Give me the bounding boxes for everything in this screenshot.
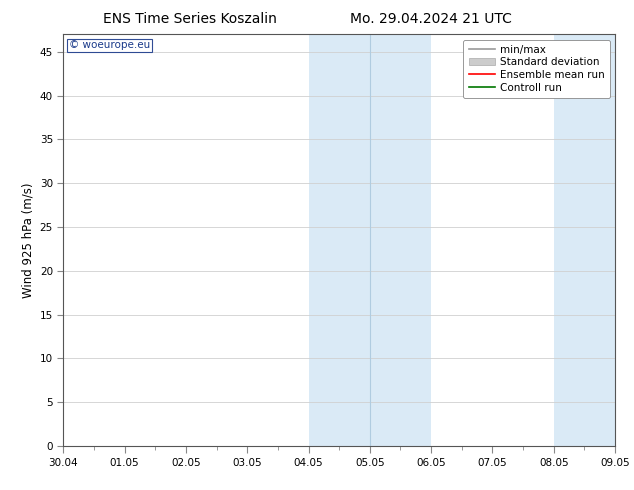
Y-axis label: Wind 925 hPa (m/s): Wind 925 hPa (m/s) (21, 182, 34, 298)
Text: © woeurope.eu: © woeurope.eu (69, 41, 150, 50)
Text: ENS Time Series Koszalin: ENS Time Series Koszalin (103, 12, 277, 26)
Bar (553, 34, 615, 446)
Bar (370, 34, 431, 446)
Legend: min/max, Standard deviation, Ensemble mean run, Controll run: min/max, Standard deviation, Ensemble me… (463, 40, 610, 98)
Text: Mo. 29.04.2024 21 UTC: Mo. 29.04.2024 21 UTC (350, 12, 512, 26)
Bar (309, 34, 370, 446)
